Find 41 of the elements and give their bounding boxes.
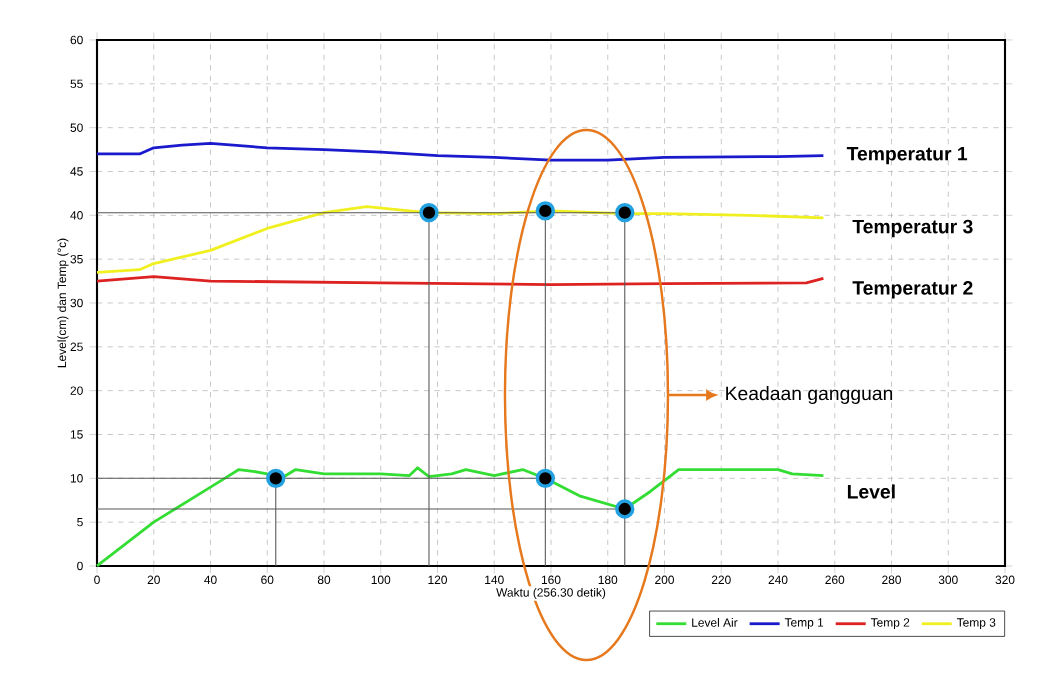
x-tick-label: 280: [882, 575, 901, 585]
x-tick-label: 40: [204, 575, 217, 585]
y-tick-label: 50: [70, 123, 83, 132]
x-tick-label: 120: [428, 575, 447, 585]
y-tick-label: 45: [70, 167, 83, 176]
legend-label: Temp 3: [956, 618, 996, 630]
annotation: Temperatur 3: [852, 219, 973, 238]
y-tick-label: 5: [77, 517, 83, 527]
x-tick-label: 140: [485, 575, 504, 585]
x-tick-label: 220: [711, 575, 731, 585]
x-tick-label: 80: [317, 575, 331, 585]
y-tick-label: 20: [70, 386, 83, 395]
y-tick-label: 40: [70, 211, 83, 220]
annotation: Temperatur 2: [852, 281, 973, 299]
x-tick-label: 100: [371, 575, 391, 585]
y-tick-label: 15: [70, 430, 83, 439]
x-tick-label: 320: [995, 575, 1015, 585]
x-tick-label: 300: [938, 575, 958, 585]
legend-label: Temp 2: [870, 618, 910, 630]
y-axis-title: Level(cm) dan Temp (°c): [57, 238, 69, 368]
annotation: Level: [847, 484, 895, 499]
x-tick-label: 60: [261, 575, 274, 585]
x-axis-title: Waktu (256.30 detik): [496, 587, 606, 600]
x-tick-label: 200: [655, 575, 674, 585]
y-tick-label: 35: [70, 254, 83, 264]
x-tick-label: 20: [147, 575, 160, 585]
y-tick-label: 30: [70, 298, 83, 308]
y-tick-label: 55: [70, 79, 83, 88]
annotation: Keadaan gangguan: [726, 386, 893, 405]
y-tick-label: 60: [70, 35, 83, 45]
x-tick-label: 260: [825, 575, 845, 585]
y-tick-label: 25: [70, 342, 83, 352]
legend-label: Level Air: [692, 618, 738, 627]
x-tick-label: 0: [94, 575, 100, 585]
annotation: Temperatur 1: [846, 147, 968, 165]
y-tick-label: 0: [77, 561, 83, 571]
x-tick-label: 180: [598, 575, 618, 585]
legend-label: Temp 1: [784, 618, 824, 629]
y-tick-label: 10: [70, 474, 83, 483]
x-tick-label: 160: [541, 575, 561, 585]
x-tick-label: 240: [768, 575, 788, 585]
